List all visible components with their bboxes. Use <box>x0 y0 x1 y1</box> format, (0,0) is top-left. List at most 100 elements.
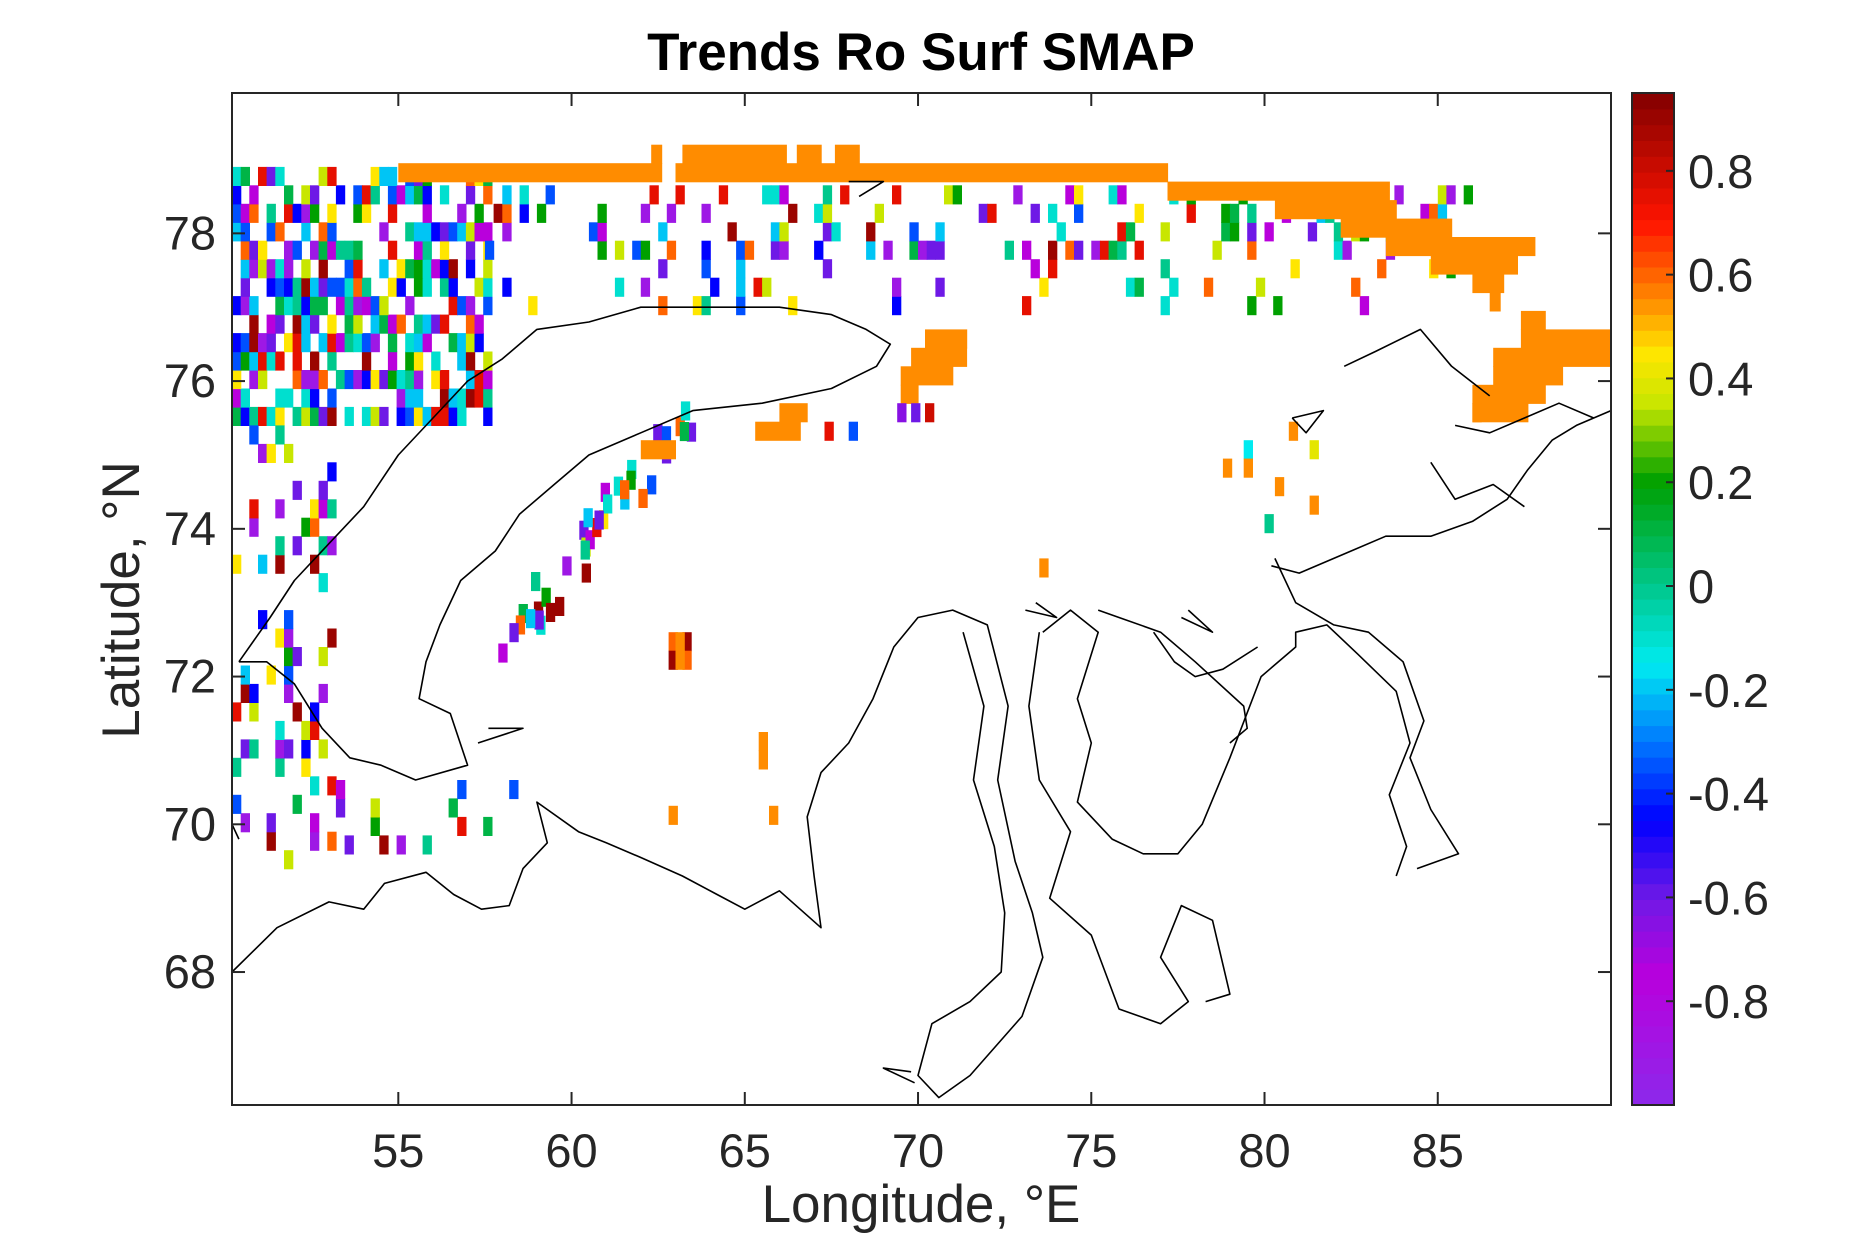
trend-cell <box>240 813 250 833</box>
colorbar-step <box>1632 772 1674 790</box>
trend-cell <box>232 554 242 574</box>
trend-cell <box>1351 277 1361 297</box>
colorbar-step <box>1632 693 1674 711</box>
trend-cell <box>911 347 968 367</box>
trend-cell <box>769 805 779 825</box>
colorbar-step <box>1632 219 1674 236</box>
trend-cell <box>562 556 572 576</box>
trend-cell <box>439 388 450 408</box>
trend-cell <box>370 185 380 205</box>
trend-cell <box>579 520 589 540</box>
trend-cell <box>327 277 337 297</box>
trend-cell <box>1108 240 1118 260</box>
trend-cell <box>580 540 590 560</box>
trend-cell <box>353 259 363 279</box>
colorbar-step <box>1632 725 1674 742</box>
trend-cell <box>413 351 424 371</box>
colorbar-step <box>1632 852 1674 869</box>
trend-cell <box>926 240 936 260</box>
trend-cell <box>465 388 476 408</box>
trend-cell <box>536 203 547 223</box>
trend-cell <box>405 333 415 353</box>
coastline <box>1042 609 1411 877</box>
trend-cell <box>431 222 441 242</box>
trend-cell <box>483 816 493 836</box>
trend-cell <box>439 406 450 426</box>
trend-cell <box>770 185 781 205</box>
trend-cell <box>483 259 493 279</box>
colorbar-step <box>1632 456 1674 474</box>
trend-cell <box>284 647 294 667</box>
trend-cell <box>370 296 380 316</box>
trend-cell <box>301 296 311 316</box>
trend-cell <box>831 222 841 242</box>
trend-cell <box>301 277 311 297</box>
trend-cell <box>266 406 276 426</box>
colorbar-step <box>1632 1057 1674 1074</box>
trend-cell <box>658 259 668 279</box>
trend-cell <box>258 240 268 260</box>
trend-cell <box>686 422 697 442</box>
trend-cell <box>284 443 294 463</box>
trend-cell <box>668 805 678 825</box>
trend-cell <box>1048 203 1058 223</box>
trend-cell <box>310 296 320 316</box>
trend-cell <box>597 240 607 260</box>
trend-cell <box>379 406 389 426</box>
trend-cell <box>1160 259 1170 279</box>
trend-cell <box>483 370 493 390</box>
trend-cell <box>361 351 372 371</box>
colorbar-step <box>1632 662 1674 679</box>
trend-cell <box>266 222 276 242</box>
trend-cell <box>679 422 690 442</box>
trend-cell <box>1437 203 1448 223</box>
trend-cell <box>335 240 346 260</box>
trend-cell <box>431 351 441 371</box>
trend-cell <box>240 277 250 297</box>
trend-cell <box>387 240 398 260</box>
colorbar-step <box>1632 504 1674 521</box>
trend-cell <box>232 351 242 371</box>
trend-cell <box>770 240 781 260</box>
trend-cell <box>335 296 346 316</box>
trend-cell <box>232 794 242 814</box>
trend-cell <box>1264 514 1274 534</box>
trend-cell <box>284 240 294 260</box>
trend-cell <box>647 475 657 495</box>
trend-cell <box>883 240 893 260</box>
colorbar-step <box>1632 124 1674 141</box>
trend-cell <box>1221 203 1231 223</box>
trend-cell <box>240 406 250 426</box>
trend-cell <box>292 647 302 667</box>
trend-cell <box>292 480 302 500</box>
trend-cell <box>465 222 476 242</box>
trend-cell <box>1430 255 1518 275</box>
trend-cell <box>822 185 833 205</box>
trend-cell <box>301 757 311 777</box>
trend-cell <box>398 163 663 183</box>
coastline <box>1097 609 1248 744</box>
trend-cell <box>900 384 919 404</box>
trend-cell <box>682 632 692 652</box>
trend-cell <box>457 222 467 242</box>
colorbar-step <box>1632 282 1674 300</box>
trend-cell <box>310 554 320 574</box>
trend-cell <box>866 222 876 242</box>
trend-cell <box>335 185 346 205</box>
trend-cell <box>327 406 337 426</box>
trend-cell <box>1167 181 1259 201</box>
trend-cell <box>1307 222 1318 242</box>
trend-cell <box>301 406 311 426</box>
trend-cell <box>292 536 302 556</box>
coastline <box>1454 402 1595 434</box>
trend-cell <box>1273 296 1283 316</box>
colorbar-step <box>1632 1041 1674 1059</box>
trend-cell <box>249 425 259 445</box>
trend-cell <box>301 739 311 759</box>
y-tick-label: 74 <box>164 502 216 555</box>
trend-cell <box>987 203 997 223</box>
trend-cell <box>422 314 432 334</box>
trend-cell <box>232 222 242 242</box>
trend-cell <box>474 277 484 297</box>
trend-cell <box>266 813 276 833</box>
